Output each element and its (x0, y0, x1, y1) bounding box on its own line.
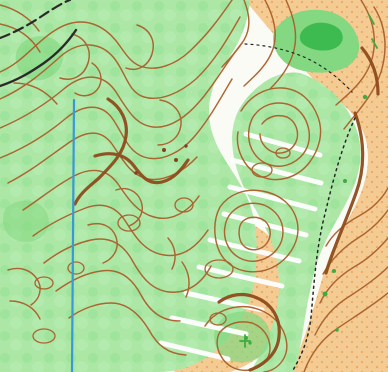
white-forest-stripes (158, 131, 324, 362)
green-forest-west (0, 0, 257, 372)
dotted-boundary-north (244, 43, 353, 93)
green-marks (239, 14, 378, 348)
brown-point-features (134, 144, 188, 175)
black-track (0, 28, 78, 88)
stream (70, 98, 76, 372)
green-spot-west-1 (15, 36, 64, 81)
green-forest-east (232, 72, 361, 372)
green-knoll-core (299, 22, 343, 51)
open-land-patch-east (245, 0, 388, 372)
index-contours (73, 46, 380, 372)
black-track-northwest (0, 0, 72, 40)
green-spot-west-2 (3, 200, 49, 242)
small-knolls (32, 147, 291, 344)
